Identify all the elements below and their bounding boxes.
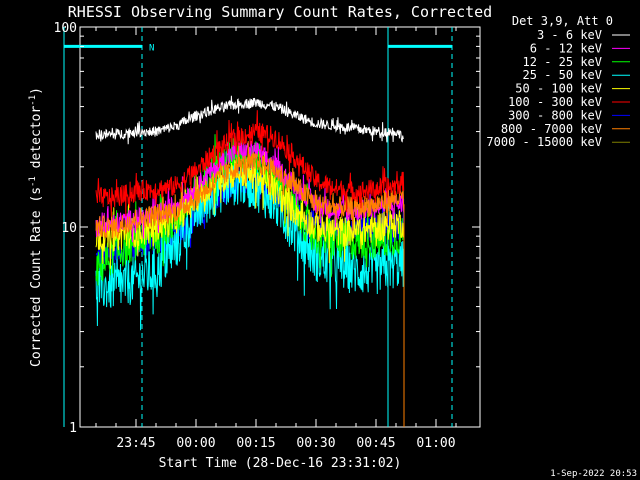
axis-ticks: 23:45 00:00 00:15 00:30 00:45 01:00 100 10 1: [54, 21, 480, 451]
y-axis-label: Corrected Count Rate (s-1 detector-1): [28, 87, 44, 367]
chart-title: RHESSI Observing Summary Count Rates, Co…: [68, 3, 492, 21]
legend-label-0: 3 - 6 keV: [537, 28, 602, 42]
series-7-line: [95, 141, 405, 239]
legend-header: Det 3,9, Att 0: [512, 14, 613, 28]
timestamp: 1-Sep-2022 20:53: [550, 469, 637, 479]
legend-label-7: 800 - 7000 keV: [501, 122, 602, 136]
series-5-line: [95, 110, 405, 217]
legend-label-2: 12 - 25 keV: [523, 55, 602, 69]
x-tick-label-3: 00:30: [296, 436, 335, 451]
x-tick-label-4: 00:45: [356, 436, 395, 451]
x-tick-label-5: 01:00: [416, 436, 455, 451]
series-3-line: [95, 151, 405, 331]
legend-label-6: 300 - 800 keV: [508, 108, 602, 122]
legend-label-8: 7000 - 15000 keV: [486, 135, 602, 149]
x-tick-label-0: 23:45: [116, 436, 155, 451]
x-tick-label-1: 00:00: [176, 436, 215, 451]
x-tick-label-2: 00:15: [236, 436, 275, 451]
y-tick-label-0: 100: [54, 21, 77, 36]
legend-label-1: 6 - 12 keV: [530, 41, 602, 55]
y-tick-label-1: 10: [61, 221, 77, 236]
night-marker-label: N: [149, 43, 154, 53]
legend-label-3: 25 - 50 keV: [523, 68, 602, 82]
legend-label-4: 50 - 100 keV: [515, 82, 602, 96]
series-layer: [95, 95, 405, 427]
series-0-line: [95, 95, 404, 145]
legend-label-5: 100 - 300 keV: [508, 95, 602, 109]
y-tick-label-2: 1: [69, 421, 77, 436]
x-axis-label: Start Time (28-Dec-16 23:31:02): [159, 456, 402, 471]
orbit-bars: N: [64, 43, 452, 53]
